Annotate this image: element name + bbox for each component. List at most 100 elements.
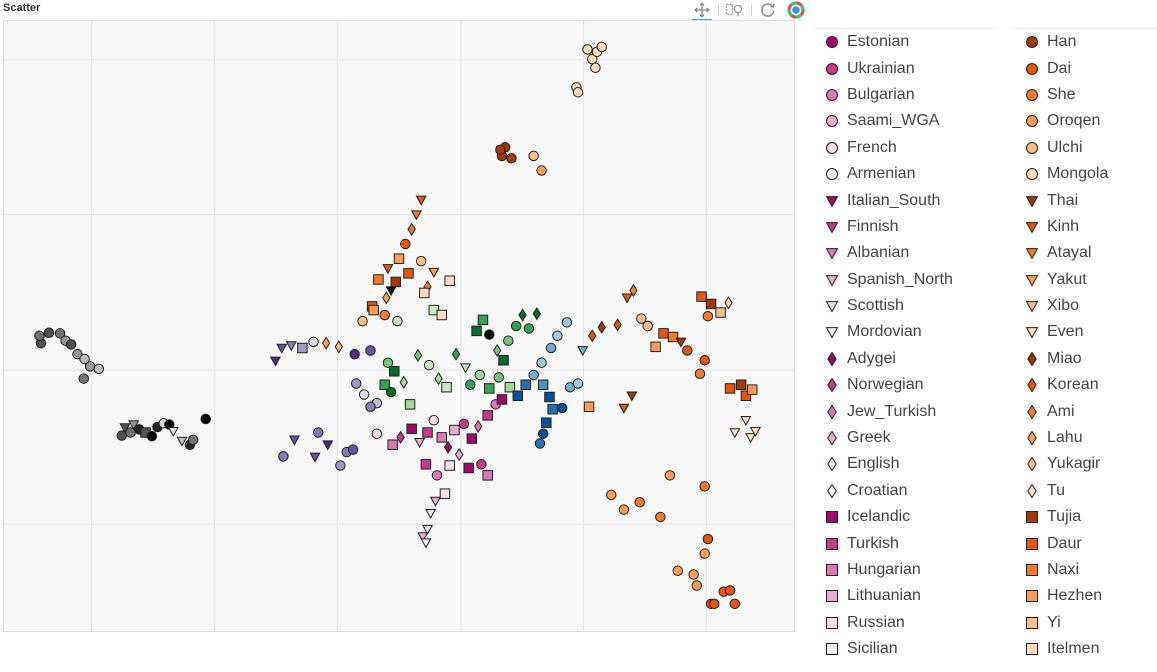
scatter-point[interactable] bbox=[636, 313, 647, 324]
scatter-point[interactable] bbox=[415, 255, 427, 267]
scatter-point[interactable] bbox=[545, 342, 557, 354]
legend-item[interactable]: Sicilian bbox=[811, 636, 997, 662]
scatter-point[interactable] bbox=[506, 153, 517, 164]
scatter-point[interactable] bbox=[436, 432, 448, 443]
scatter-point[interactable] bbox=[451, 347, 461, 361]
legend-item[interactable]: Icelandic bbox=[811, 504, 997, 530]
scatter-point[interactable] bbox=[696, 291, 707, 302]
legend-item[interactable]: Even bbox=[1011, 319, 1157, 345]
legend-item[interactable]: Scottish bbox=[811, 293, 997, 319]
scatter-point[interactable] bbox=[495, 144, 506, 155]
scatter-point[interactable] bbox=[417, 532, 429, 543]
scatter-point[interactable] bbox=[583, 401, 595, 413]
scatter-point[interactable] bbox=[618, 504, 630, 515]
scatter-point[interactable] bbox=[309, 452, 321, 463]
scatter-point[interactable] bbox=[410, 210, 423, 221]
scatter-point[interactable] bbox=[532, 307, 542, 321]
scatter-point[interactable] bbox=[373, 274, 384, 285]
legend-item[interactable]: Korean bbox=[1011, 372, 1157, 398]
scatter-point[interactable] bbox=[512, 390, 524, 402]
scatter-point[interactable] bbox=[334, 340, 344, 354]
scatter-point[interactable] bbox=[387, 439, 398, 450]
scatter-point[interactable] bbox=[167, 426, 179, 438]
legend-item[interactable]: Dai bbox=[1011, 55, 1157, 81]
scatter-point[interactable] bbox=[413, 437, 426, 449]
scatter-point[interactable] bbox=[552, 330, 563, 342]
reset-tool-button[interactable] bbox=[756, 1, 780, 19]
legend-item[interactable]: Adygei bbox=[811, 346, 997, 372]
scatter-point[interactable] bbox=[577, 346, 589, 357]
scatter-point[interactable] bbox=[536, 357, 547, 368]
scatter-point[interactable] bbox=[482, 470, 493, 481]
scatter-point[interactable] bbox=[582, 44, 593, 55]
legend-item[interactable]: Han bbox=[1011, 29, 1157, 55]
legend-item[interactable]: Lithuanian bbox=[811, 583, 997, 609]
scatter-point[interactable] bbox=[459, 363, 472, 374]
scatter-point[interactable] bbox=[556, 402, 568, 414]
scatter-point[interactable] bbox=[379, 309, 390, 321]
scatter-point[interactable] bbox=[278, 451, 289, 462]
legend-item[interactable]: Lahu bbox=[1011, 425, 1157, 451]
scatter-point[interactable] bbox=[724, 296, 733, 310]
scatter-point[interactable] bbox=[541, 417, 552, 428]
scatter-point[interactable] bbox=[419, 287, 430, 299]
scatter-point[interactable] bbox=[34, 330, 45, 342]
scatter-point[interactable] bbox=[626, 391, 638, 402]
scatter-point[interactable] bbox=[650, 341, 661, 353]
scatter-point[interactable] bbox=[93, 363, 105, 375]
scatter-point[interactable] bbox=[379, 379, 390, 391]
legend-item[interactable]: Yakut bbox=[1011, 267, 1157, 293]
scatter-point[interactable] bbox=[523, 323, 535, 334]
scatter-point[interactable] bbox=[708, 598, 720, 610]
scatter-point[interactable] bbox=[520, 379, 531, 391]
scatter-point[interactable] bbox=[404, 399, 416, 410]
legend-item[interactable]: Turkish bbox=[811, 530, 997, 556]
scatter-point[interactable] bbox=[510, 320, 522, 332]
legend-item[interactable]: Itelmen bbox=[1011, 636, 1157, 662]
scatter-point[interactable] bbox=[699, 548, 710, 559]
scatter-point[interactable] bbox=[288, 435, 301, 446]
scatter-point[interactable] bbox=[429, 496, 442, 507]
legend-item[interactable]: Tujia bbox=[1011, 504, 1157, 530]
legend-item[interactable]: Ami bbox=[1011, 398, 1157, 424]
scatter-point[interactable] bbox=[322, 440, 334, 451]
scatter-point[interactable] bbox=[477, 314, 489, 326]
scatter-point[interactable] bbox=[335, 460, 346, 471]
scatter-point[interactable] bbox=[621, 293, 633, 304]
scatter-point[interactable] bbox=[476, 459, 487, 470]
scatter-point[interactable] bbox=[702, 310, 714, 322]
scatter-point[interactable] bbox=[392, 315, 403, 327]
legend-item[interactable]: Italian_South bbox=[811, 187, 997, 213]
legend-item[interactable]: Albanian bbox=[811, 240, 997, 266]
legend-item[interactable]: English bbox=[811, 451, 997, 477]
scatter-point[interactable] bbox=[606, 489, 617, 501]
scatter-point[interactable] bbox=[458, 418, 470, 430]
scatter-point[interactable] bbox=[407, 222, 416, 236]
scatter-point[interactable] bbox=[498, 355, 509, 366]
legend-item[interactable]: Ukrainian bbox=[811, 55, 997, 81]
scatter-point[interactable] bbox=[357, 315, 368, 327]
scatter-point[interactable] bbox=[547, 403, 558, 415]
scatter-point[interactable] bbox=[382, 357, 394, 368]
scatter-point[interactable] bbox=[536, 165, 547, 176]
scatter-point[interactable] bbox=[702, 533, 714, 545]
scatter-point[interactable] bbox=[428, 414, 440, 426]
legend-item[interactable]: Greek bbox=[811, 425, 997, 451]
scatter-point[interactable] bbox=[537, 379, 549, 391]
scatter-point[interactable] bbox=[544, 391, 555, 403]
scatter-point[interactable] bbox=[200, 413, 212, 425]
scatter-point[interactable] bbox=[146, 430, 158, 442]
scatter-point[interactable] bbox=[79, 353, 90, 365]
scatter-point[interactable] bbox=[84, 361, 96, 372]
legend-item[interactable]: She bbox=[1011, 82, 1157, 108]
scatter-point[interactable] bbox=[672, 565, 684, 577]
legend-item[interactable]: Norwegian bbox=[811, 372, 997, 398]
scatter-point[interactable] bbox=[466, 433, 478, 444]
legend-item[interactable]: Yukagir bbox=[1011, 451, 1157, 477]
pan-tool-button[interactable] bbox=[690, 1, 714, 21]
legend-item[interactable]: Atayal bbox=[1011, 240, 1157, 266]
legend-item[interactable]: Bulgarian bbox=[811, 82, 997, 108]
scatter-point[interactable] bbox=[390, 276, 402, 288]
scatter-point[interactable] bbox=[349, 348, 360, 360]
scatter-point[interactable] bbox=[393, 253, 405, 264]
